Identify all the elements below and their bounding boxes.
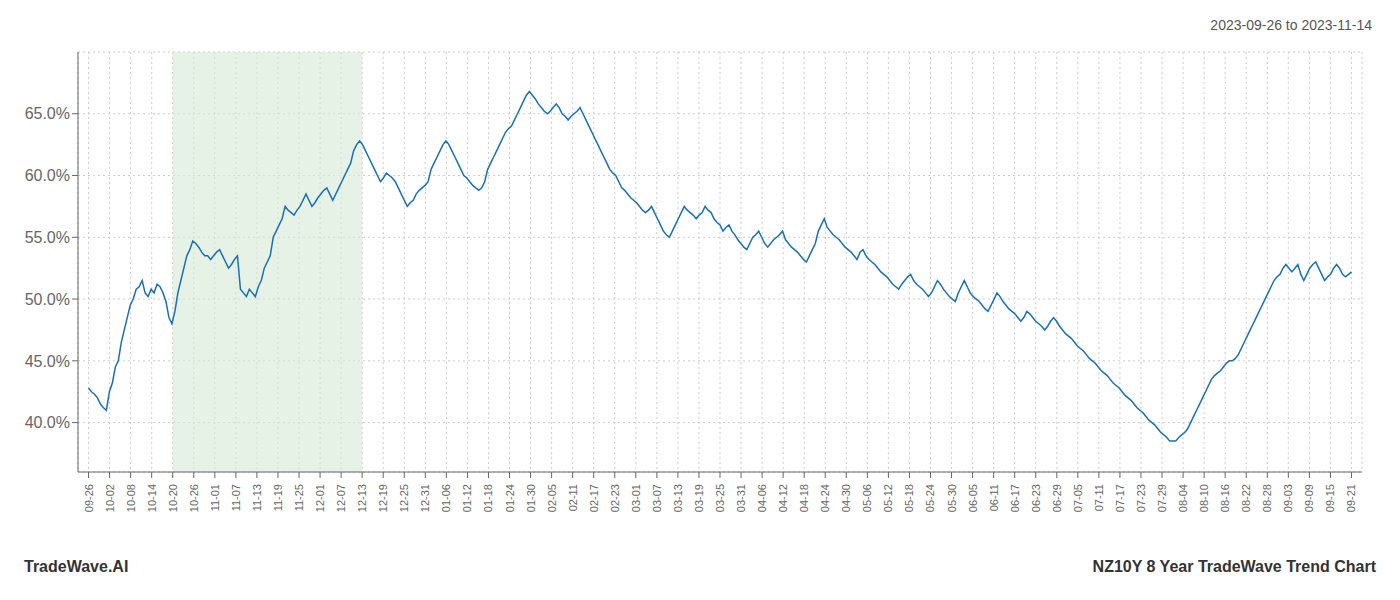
- svg-text:10-14: 10-14: [146, 484, 158, 512]
- svg-text:12-25: 12-25: [398, 484, 410, 512]
- svg-text:10-08: 10-08: [125, 484, 137, 512]
- svg-text:05-18: 05-18: [903, 484, 915, 512]
- svg-text:04-12: 04-12: [777, 484, 789, 512]
- svg-text:05-12: 05-12: [882, 484, 894, 512]
- svg-text:11-01: 11-01: [209, 484, 221, 511]
- svg-text:04-30: 04-30: [840, 484, 852, 512]
- svg-text:04-06: 04-06: [756, 484, 768, 512]
- html-text:NZ10Y 8 Year TradeWave Trend C: NZ10Y 8 Year TradeWave Trend Chart: [1092, 558, 1376, 575]
- svg-text:06-11: 06-11: [988, 484, 1000, 511]
- svg-text:11-13: 11-13: [251, 484, 263, 511]
- svg-text:07-29: 07-29: [1156, 484, 1168, 512]
- svg-text:12-07: 12-07: [335, 484, 347, 512]
- svg-text:40.0%: 40.0%: [25, 414, 70, 431]
- svg-text:10-26: 10-26: [188, 484, 200, 512]
- svg-text:11-25: 11-25: [293, 484, 305, 511]
- svg-text:10-02: 10-02: [104, 484, 116, 512]
- svg-text:60.0%: 60.0%: [25, 167, 70, 184]
- svg-text:02-17: 02-17: [588, 484, 600, 512]
- svg-text:01-30: 01-30: [525, 484, 537, 512]
- svg-text:07-05: 07-05: [1072, 484, 1084, 512]
- svg-text:04-24: 04-24: [819, 484, 831, 512]
- svg-text:08-16: 08-16: [1219, 484, 1231, 512]
- svg-text:01-18: 01-18: [482, 484, 494, 512]
- svg-text:12-01: 12-01: [314, 484, 326, 512]
- svg-text:08-28: 08-28: [1261, 484, 1273, 512]
- svg-text:07-11: 07-11: [1093, 484, 1105, 511]
- svg-text:45.0%: 45.0%: [25, 353, 70, 370]
- svg-text:06-23: 06-23: [1030, 484, 1042, 512]
- svg-text:09-09: 09-09: [1303, 484, 1315, 512]
- svg-text:03-19: 03-19: [693, 484, 705, 512]
- svg-text:02-23: 02-23: [609, 484, 621, 512]
- svg-text:09-26: 09-26: [83, 484, 95, 512]
- svg-text:01-12: 01-12: [461, 484, 473, 512]
- svg-text:06-17: 06-17: [1009, 484, 1021, 512]
- svg-text:03-31: 03-31: [735, 484, 747, 512]
- svg-text:02-05: 02-05: [546, 484, 558, 512]
- svg-text:06-29: 06-29: [1051, 484, 1063, 512]
- svg-text:05-06: 05-06: [861, 484, 873, 512]
- svg-text:07-23: 07-23: [1135, 484, 1147, 512]
- svg-text:11-19: 11-19: [272, 484, 284, 511]
- svg-text:01-24: 01-24: [504, 484, 516, 512]
- svg-text:08-04: 08-04: [1177, 484, 1189, 512]
- svg-text:12-19: 12-19: [377, 484, 389, 512]
- svg-text:03-25: 03-25: [714, 484, 726, 512]
- svg-text:03-13: 03-13: [672, 484, 684, 512]
- svg-text:09-21: 09-21: [1345, 484, 1357, 512]
- svg-text:03-01: 03-01: [630, 484, 642, 512]
- svg-text:05-30: 05-30: [946, 484, 958, 512]
- svg-text:01-06: 01-06: [440, 484, 452, 512]
- svg-text:08-22: 08-22: [1240, 484, 1252, 512]
- svg-text:50.0%: 50.0%: [25, 291, 70, 308]
- svg-text:09-03: 09-03: [1282, 484, 1294, 512]
- html-text:2023-09-26 to 2023-11-14: 2023-09-26 to 2023-11-14: [1210, 17, 1372, 33]
- svg-text:04-18: 04-18: [798, 484, 810, 512]
- svg-text:07-17: 07-17: [1114, 484, 1126, 512]
- svg-text:65.0%: 65.0%: [25, 105, 70, 122]
- svg-text:12-31: 12-31: [419, 484, 431, 512]
- svg-text:55.0%: 55.0%: [25, 229, 70, 246]
- svg-text:06-05: 06-05: [967, 484, 979, 512]
- svg-text:12-13: 12-13: [356, 484, 368, 512]
- svg-text:11-07: 11-07: [230, 484, 242, 511]
- svg-text:10-20: 10-20: [167, 484, 179, 512]
- svg-text:02-11: 02-11: [567, 484, 579, 511]
- svg-text:08-10: 08-10: [1198, 484, 1210, 512]
- html-text:TradeWave.AI: TradeWave.AI: [24, 558, 129, 575]
- svg-text:05-24: 05-24: [924, 484, 936, 512]
- svg-text:09-15: 09-15: [1324, 484, 1336, 512]
- svg-text:03-07: 03-07: [651, 484, 663, 512]
